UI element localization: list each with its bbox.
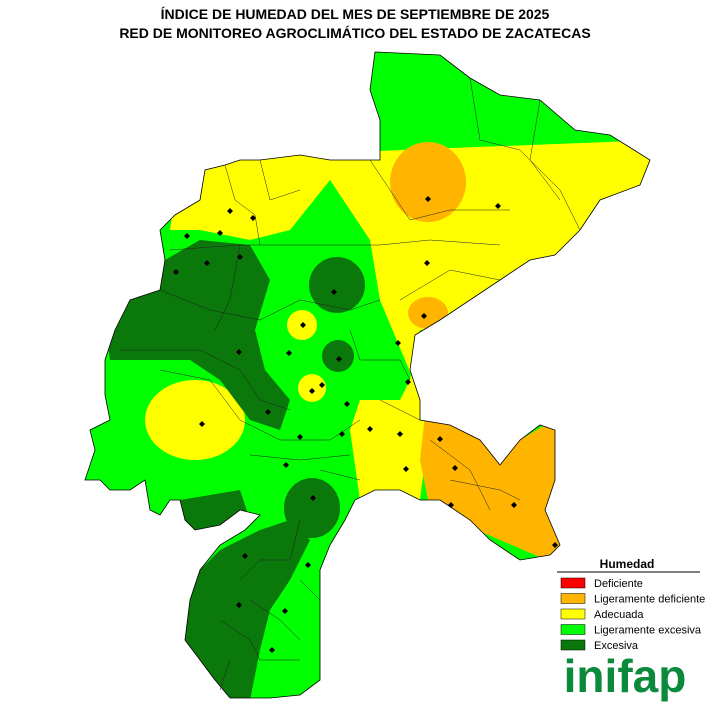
zone-slightly-deficient — [420, 415, 570, 570]
legend-title: Humedad — [600, 557, 655, 571]
legend-swatch — [560, 593, 586, 604]
legend-swatch — [560, 577, 586, 589]
legend-swatch — [560, 624, 586, 635]
zone-excessive — [180, 520, 310, 698]
legend-swatch — [560, 639, 586, 651]
legend-swatch — [560, 608, 586, 620]
zone-excessive — [180, 490, 250, 540]
municipal-borders — [120, 77, 581, 691]
legend-label: Adecuada — [594, 609, 644, 621]
zone-excessive — [309, 257, 365, 313]
legend-label: Ligeramente deficiente — [594, 594, 705, 606]
logo: inifap — [564, 650, 687, 702]
legend: Humedad Deficiente Ligeramente deficiente… — [557, 557, 705, 652]
zone-adequate — [145, 380, 245, 460]
legend-label: Excesiva — [594, 640, 639, 652]
legend-items: Deficiente Ligeramente deficiente Adecuada… — [560, 577, 705, 652]
map-title: ÍNDICE DE HUMEDAD DEL MES DE SEPTIEMBRE … — [160, 6, 550, 22]
zone-slightly-deficient — [408, 297, 448, 329]
zone-excessive — [322, 340, 354, 372]
map-subtitle: RED DE MONITOREO AGROCLIMÁTICO DEL ESTAD… — [119, 25, 591, 41]
zone-slightly-deficient — [390, 142, 466, 222]
legend-label: Deficiente — [594, 578, 643, 590]
zone-excessive — [284, 478, 340, 538]
legend-label: Ligeramente excesiva — [594, 625, 702, 637]
